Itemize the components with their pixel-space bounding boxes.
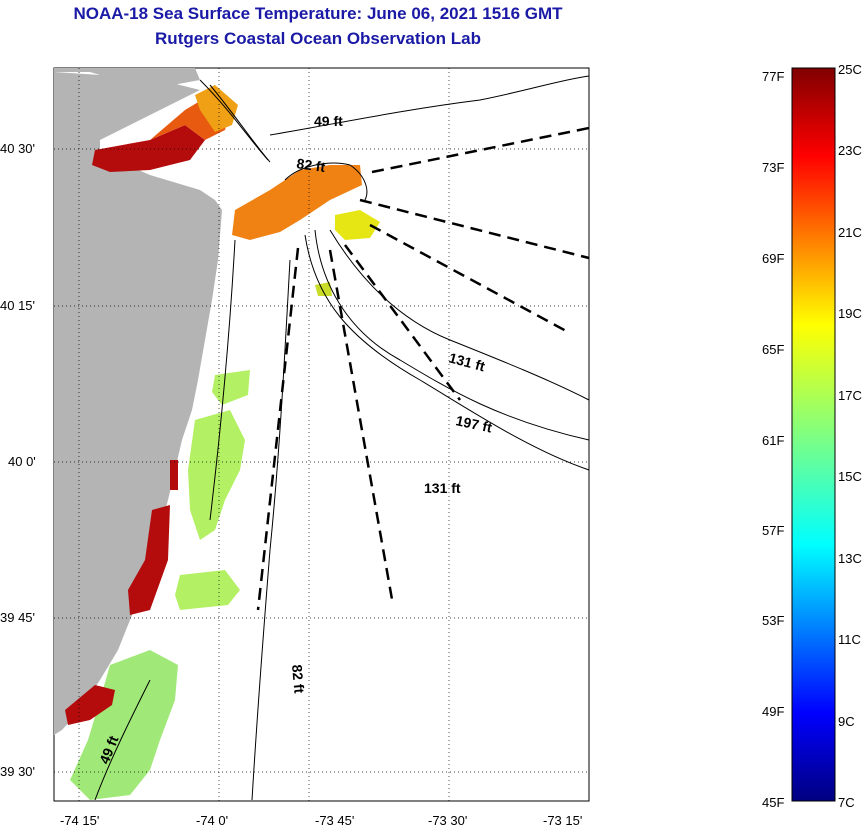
colorbar-c-label: 9C	[838, 714, 855, 729]
colorbar-c-label: 13C	[838, 551, 862, 566]
colorbar-c-label: 15C	[838, 469, 862, 484]
contour-82ft-south	[251, 259, 291, 801]
lon-tick-label: -74 0'	[196, 813, 228, 828]
warm-strip-2	[128, 505, 170, 615]
map-title: NOAA-18 Sea Surface Temperature: June 06…	[73, 4, 563, 23]
green-patch-1	[212, 370, 250, 405]
contour-49ft-south	[94, 679, 151, 801]
green-patch-3	[175, 570, 240, 610]
sst-patches	[65, 85, 380, 800]
colorbar-c-label: 23C	[838, 143, 862, 158]
colorbar-f-label: 65F	[762, 342, 785, 357]
isobath-label: 197 ft	[454, 412, 493, 435]
lat-tick-label: 39 30'	[0, 764, 35, 779]
contour-197ft	[329, 229, 590, 401]
colorbar-f-label: 77F	[762, 69, 785, 84]
colorbar-c-label: 21C	[838, 225, 862, 240]
colorbar-c-label: 17C	[838, 388, 862, 403]
lat-tick-label: 39 45'	[0, 610, 35, 625]
colorbar-c-label: 25C	[838, 62, 862, 77]
colorbar-c-label: 7C	[838, 795, 855, 810]
lane-2	[359, 198, 590, 260]
lane-4	[343, 244, 462, 401]
lat-tick-label: 40 15'	[0, 298, 35, 313]
land-inner	[100, 78, 200, 140]
colorbar-f-label: 73F	[762, 160, 785, 175]
lat-tick-label: 40 0'	[8, 454, 36, 469]
colorbar-c-label: 19C	[838, 306, 862, 321]
lane-5	[328, 249, 395, 606]
coast-channel-line-2	[209, 84, 271, 163]
shipping-lanes	[256, 126, 590, 611]
isobath-label: 82 ft	[296, 155, 327, 175]
contour-82ft	[284, 162, 368, 201]
yellow-patch	[335, 210, 380, 240]
isobath-label: 49 ft	[314, 113, 343, 129]
contour-49ft-coast	[209, 239, 236, 521]
colorbar-f-label: 45F	[762, 795, 785, 810]
lon-tick-label: -73 30'	[428, 813, 467, 828]
bathymetry-contours	[94, 75, 590, 801]
contour-131ft-b	[304, 234, 590, 471]
amber-patch-nyb	[195, 85, 238, 132]
lon-tick-label: -73 45'	[315, 813, 354, 828]
colorbar-f-label: 69F	[762, 251, 785, 266]
lon-tick-label: -74 15'	[60, 813, 99, 828]
colorbar-f-label: 49F	[762, 704, 785, 719]
colorbar-f-label: 61F	[762, 433, 785, 448]
colorbar-f-label: 57F	[762, 523, 785, 538]
lon-tick-label: -73 15'	[543, 813, 582, 828]
isobath-label: 131 ft	[424, 480, 461, 496]
land-mass	[54, 68, 222, 735]
lane-6	[256, 247, 300, 611]
warm-strip-3	[65, 685, 115, 725]
contour-131ft-a	[314, 229, 590, 441]
orange-patch-raritan	[232, 165, 362, 240]
colorbar-c-label: 11C	[838, 632, 861, 647]
lat-tick-label: 40 30'	[0, 141, 35, 156]
colorbar-f-label: 53F	[762, 613, 785, 628]
green-patch-2	[188, 410, 245, 540]
warm-patch-nyb	[92, 125, 205, 172]
colorbar	[791, 67, 836, 802]
map-subtitle: Rutgers Coastal Ocean Observation Lab	[155, 29, 481, 48]
warm-strip-1	[170, 460, 178, 490]
contour-49ft-north	[269, 75, 590, 136]
isobath-label: 82 ft	[289, 664, 307, 694]
green-patch-4	[70, 650, 178, 800]
yellow-green-patch	[315, 282, 332, 296]
